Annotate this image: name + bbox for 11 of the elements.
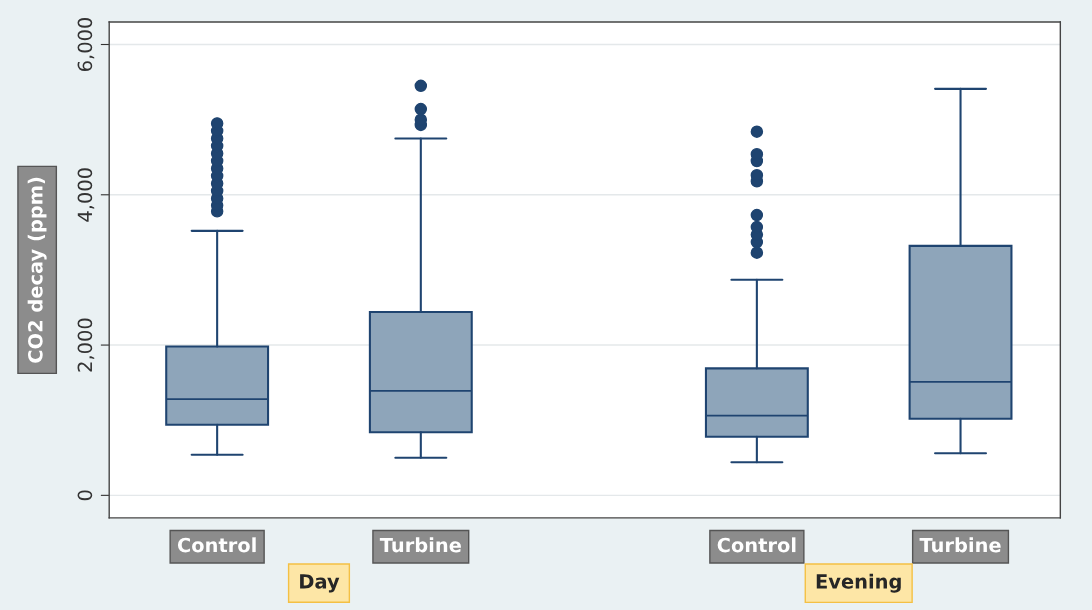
text: Evening xyxy=(816,573,901,593)
y-axis-title: CO2 decay (ppm) xyxy=(27,177,47,363)
x-tick-label: Turbine xyxy=(919,537,1001,553)
x-tick-label: Turbine xyxy=(379,537,461,553)
y-tick-label: 2,000 xyxy=(77,318,95,372)
text: Day xyxy=(300,574,340,593)
y-tick-label: 0 xyxy=(77,490,93,501)
x-tick-label: Control xyxy=(177,537,256,553)
y-tick-label: 4,000 xyxy=(77,168,95,222)
y-tick-label: 6,000 xyxy=(77,17,95,71)
x-tick-label: Control xyxy=(717,537,796,553)
